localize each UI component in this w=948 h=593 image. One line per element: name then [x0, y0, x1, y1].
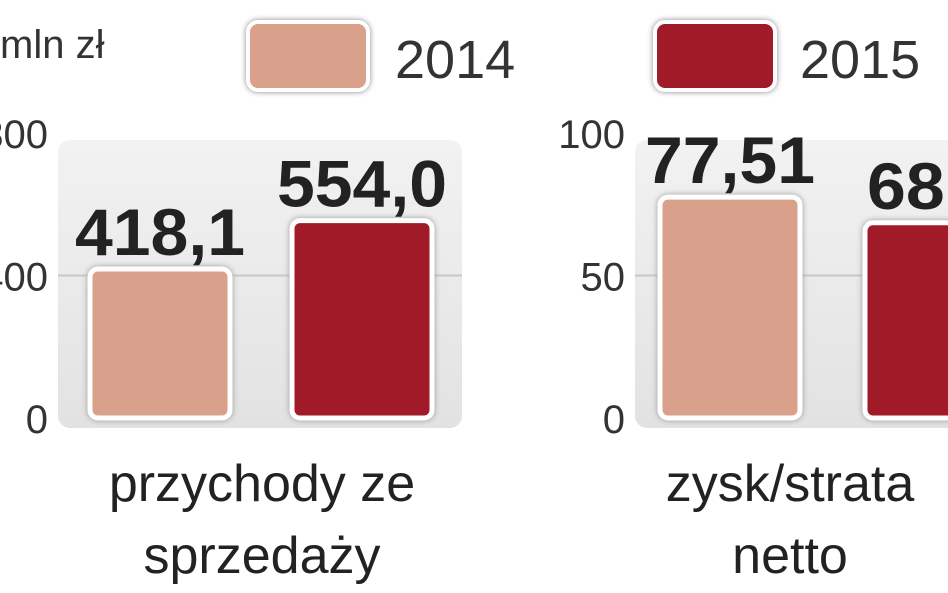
- value-label: 418,1: [75, 195, 245, 269]
- category-label: zysk/strata netto: [665, 455, 915, 585]
- bar: [289, 218, 435, 421]
- y-tick-label: 100: [558, 113, 625, 157]
- y-tick-label: 0: [26, 398, 48, 442]
- legend-label: 2014: [395, 30, 515, 90]
- bar: [657, 194, 803, 421]
- unit-label: mln zł: [0, 23, 105, 67]
- legend-label: 2015: [800, 30, 920, 90]
- category-label: przychody ze sprzedaży: [108, 455, 416, 585]
- value-label: 68,5: [867, 149, 948, 223]
- legend-swatch: [246, 20, 370, 92]
- legend-swatch: [653, 20, 777, 92]
- bar: [862, 220, 948, 421]
- y-tick-label: 800: [0, 113, 48, 157]
- value-label: 77,51: [645, 123, 815, 197]
- y-tick-label: 50: [581, 256, 626, 300]
- bar: [87, 266, 233, 421]
- y-tick-label: 0: [603, 398, 625, 442]
- value-label: 554,0: [277, 147, 447, 221]
- y-tick-label: 400: [0, 256, 48, 300]
